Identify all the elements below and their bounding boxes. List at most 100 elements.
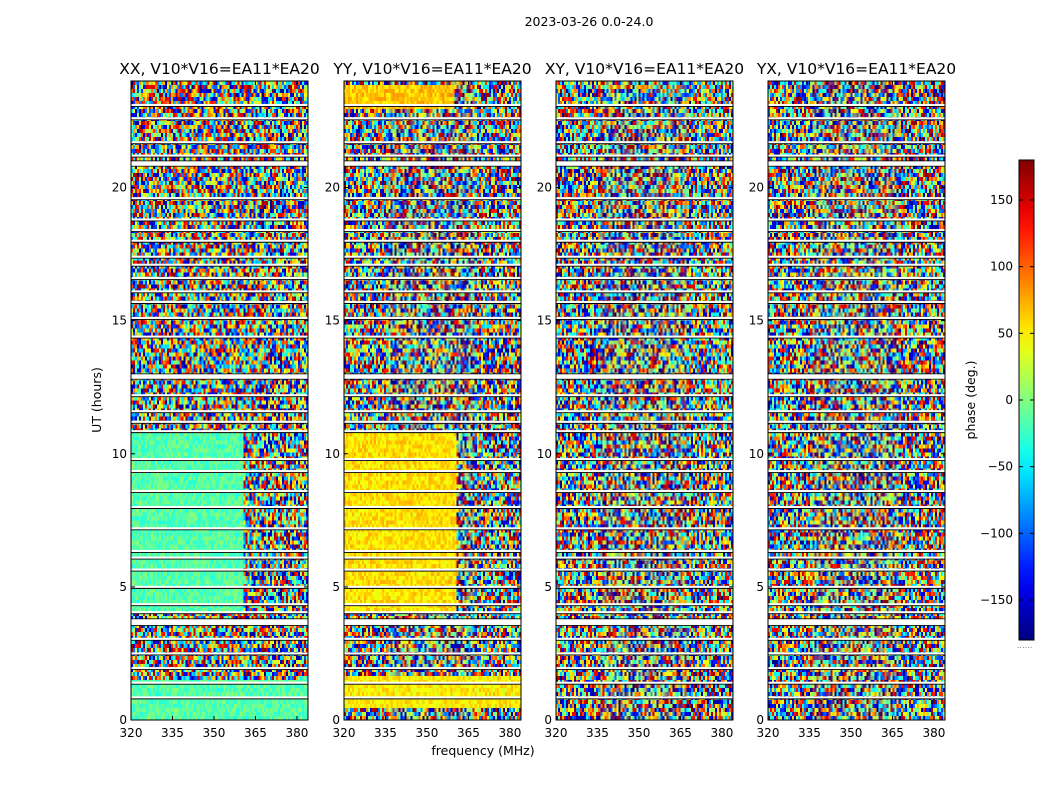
flagged-line <box>768 263 945 267</box>
flagged-line <box>768 335 945 339</box>
flagged-band <box>767 160 946 167</box>
flagged-line <box>344 637 521 641</box>
flagged-line <box>131 277 308 280</box>
flagged-line <box>768 218 945 221</box>
x-tick-label: 350 <box>628 726 651 740</box>
y-tick-label: 0 <box>332 713 340 727</box>
flagged-band <box>555 618 734 626</box>
panel-title: YX, V10*V16=EA11*EA20 <box>756 60 956 78</box>
flagged-line <box>131 103 308 107</box>
flagged-line <box>344 300 521 304</box>
flagged-line <box>556 300 733 304</box>
panel-2: YY, V10*V16=EA11*EA20 320 335 350 365 380 0 5 10… <box>325 60 532 740</box>
x-tick-label: 335 <box>374 726 397 740</box>
flagged-line <box>131 316 308 320</box>
flagged-line <box>131 490 308 493</box>
flagged-line <box>344 277 521 280</box>
flagged-band <box>767 618 946 626</box>
flagged-line <box>131 603 308 606</box>
panel-frame <box>343 80 522 721</box>
flagged-line <box>344 696 521 699</box>
x-tick-label: 350 <box>416 726 439 740</box>
flagged-line <box>131 430 308 433</box>
flagged-line <box>131 335 308 339</box>
y-tick-label: 15 <box>112 314 127 328</box>
flagged-line <box>556 667 733 670</box>
colorbar-tick-label: −100 <box>980 526 1013 540</box>
x-tick-label: 380 <box>922 726 945 740</box>
flagged-line <box>131 652 308 655</box>
flagged-line <box>344 335 521 339</box>
flagged-line <box>131 420 308 424</box>
y-tick-label: 20 <box>749 181 764 195</box>
flagged-line <box>344 652 521 655</box>
flagged-line <box>131 568 308 572</box>
x-tick-label: 350 <box>840 726 863 740</box>
flagged-line <box>556 394 733 397</box>
flagged-line <box>768 229 945 232</box>
flagged-line <box>556 681 733 685</box>
flagged-line <box>556 420 733 424</box>
colorbar-tick-label: 100 <box>990 260 1013 274</box>
flagged-line <box>131 394 308 397</box>
flagged-line <box>344 218 521 221</box>
flagged-line <box>768 681 945 685</box>
y-tick-label: 15 <box>325 314 340 328</box>
flagged-band <box>555 160 734 167</box>
y-tick-label: 10 <box>749 447 764 461</box>
flagged-line <box>344 549 521 553</box>
panel-4: YX, V10*V16=EA11*EA20 320 335 350 365 380 0 5 10… <box>749 60 956 740</box>
y-tick-label: 10 <box>325 447 340 461</box>
flagged-line <box>131 290 308 293</box>
flagged-line <box>768 603 945 606</box>
flagged-line <box>556 290 733 293</box>
flagged-line <box>344 603 521 606</box>
flagged-line <box>556 696 733 699</box>
flagged-line <box>131 255 308 259</box>
flagged-line <box>556 506 733 509</box>
flagged-band <box>130 373 309 380</box>
flagged-line <box>768 667 945 670</box>
flagged-band <box>343 373 522 380</box>
panel-3: XY, V10*V16=EA11*EA20 320 335 350 365 380 0 5 10… <box>537 60 744 740</box>
flagged-band <box>767 373 946 380</box>
x-tick-label: 335 <box>798 726 821 740</box>
flagged-line <box>556 458 733 461</box>
flagged-line <box>556 603 733 606</box>
flagged-band <box>130 160 309 167</box>
x-tick-label: 380 <box>498 726 521 740</box>
flagged-line <box>556 549 733 553</box>
flagged-line <box>131 696 308 699</box>
flagged-line <box>768 696 945 699</box>
flagged-line <box>556 141 733 144</box>
flagged-line <box>131 197 308 200</box>
figure-suptitle: 2023-03-26 0.0-24.0 <box>525 14 654 29</box>
flagged-line <box>344 229 521 232</box>
flagged-line <box>344 263 521 267</box>
flagged-line <box>768 154 945 158</box>
flagged-line <box>344 430 521 433</box>
x-tick-label: 380 <box>710 726 733 740</box>
flagged-line <box>131 585 308 589</box>
flagged-line <box>768 568 945 572</box>
panel-title: XX, V10*V16=EA11*EA20 <box>119 60 319 78</box>
panel-frame <box>130 80 309 721</box>
flagged-line <box>131 239 308 243</box>
x-tick-label: 320 <box>333 726 356 740</box>
panel-frame <box>767 80 946 721</box>
flagged-line <box>768 117 945 120</box>
flagged-line <box>556 611 733 614</box>
flagged-line <box>556 154 733 158</box>
flagged-line <box>556 277 733 280</box>
flagged-line <box>131 229 308 232</box>
flagged-line <box>344 420 521 424</box>
flagged-line <box>556 430 733 433</box>
colorbar-tick-label: 150 <box>990 193 1013 207</box>
flagged-line <box>556 239 733 243</box>
y-tick-label: 20 <box>537 181 552 195</box>
x-tick-label: 365 <box>669 726 692 740</box>
flagged-line <box>344 394 521 397</box>
flagged-line <box>344 470 521 473</box>
x-tick-label: 335 <box>586 726 609 740</box>
